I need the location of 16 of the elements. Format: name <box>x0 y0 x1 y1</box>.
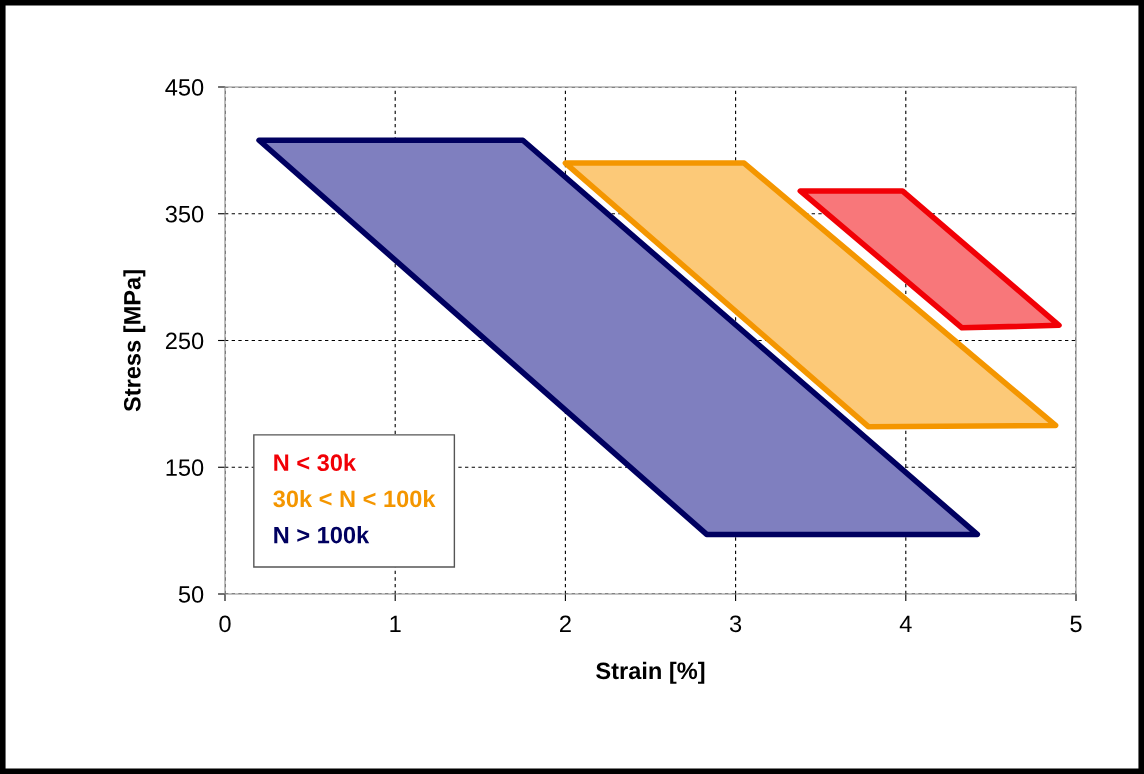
x-tick-label: 4 <box>899 615 912 632</box>
x-tick-label: 0 <box>219 615 231 633</box>
x-tick-label: 3 <box>729 615 742 633</box>
y-tick-label: 250 <box>165 332 204 350</box>
x-tick-label: 2 <box>560 615 571 632</box>
x-tick-label: 5 <box>1070 615 1082 633</box>
y-tick-label: 450 <box>165 79 204 96</box>
text: 30k < N < 100k <box>273 489 436 508</box>
text: N > 100k <box>274 526 370 544</box>
y-tick-label: 350 <box>165 205 204 223</box>
text: N < 30k <box>274 453 357 472</box>
x-tick-label: 1 <box>390 615 401 632</box>
x-axis-title: Strain [%] <box>596 661 705 684</box>
y-tick-label: 150 <box>166 459 204 477</box>
y-tick-label: 50 <box>178 586 204 603</box>
y-axis-title: Stress [MPa] <box>123 270 146 412</box>
